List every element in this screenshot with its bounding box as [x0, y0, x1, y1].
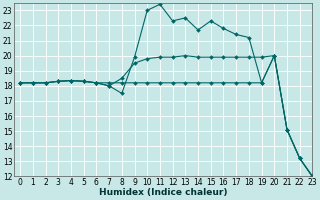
X-axis label: Humidex (Indice chaleur): Humidex (Indice chaleur): [99, 188, 227, 197]
